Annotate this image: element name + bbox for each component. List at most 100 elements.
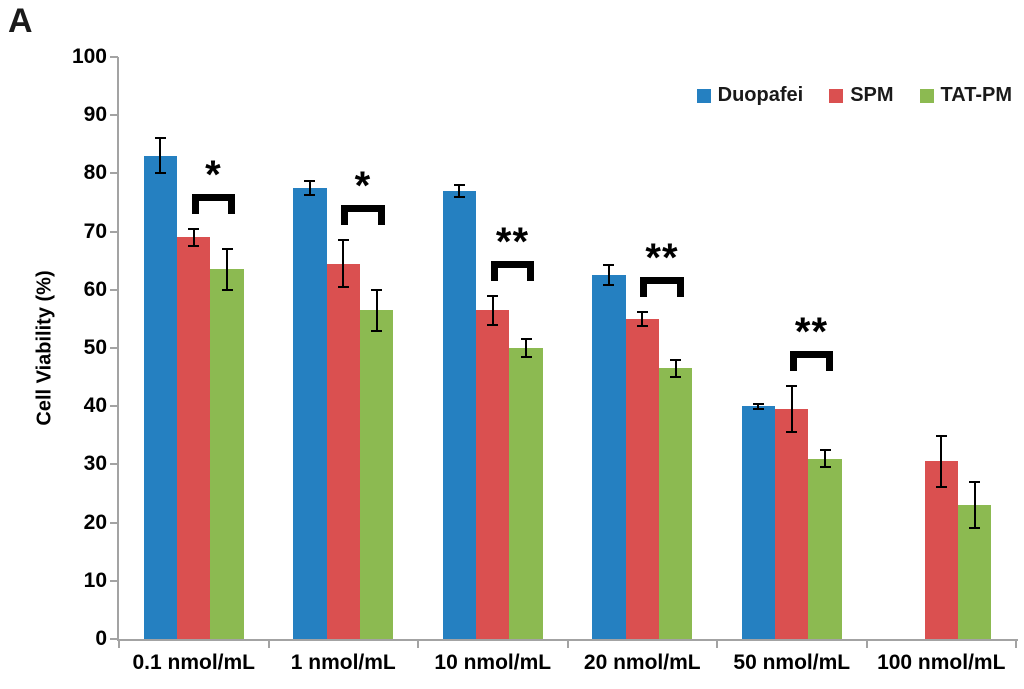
bar-tat-pm-group1 [210, 269, 244, 639]
error-bar [790, 385, 793, 433]
y-tick-label: 80 [83, 161, 107, 185]
significance-label: ** [645, 235, 679, 280]
error-bar-cap-bottom [819, 465, 831, 468]
error-bar-cap-top [935, 435, 947, 438]
x-category-label: 10 nmol/mL [434, 651, 552, 674]
error-bar [940, 436, 943, 487]
legend-item-tat-pm: TAT-PM [919, 84, 1012, 107]
x-category-label: 0.1 nmol/mL [132, 651, 256, 674]
x-category-label: 100 nmol/mL [877, 651, 1006, 674]
error-bar-cap-bottom [935, 485, 947, 488]
bar-spm-group5 [775, 409, 809, 639]
y-tick-mark [110, 521, 118, 524]
y-tick-label: 10 [83, 568, 107, 592]
significance-bracket [341, 205, 385, 226]
error-bar-cap-top [969, 480, 981, 483]
x-tick-mark [417, 641, 419, 648]
y-tick-label: 20 [83, 510, 107, 534]
error-bar-cap-bottom [487, 323, 499, 326]
error-bar-cap-top [670, 358, 682, 361]
bar-spm-group2 [326, 263, 360, 639]
error-bar [641, 311, 644, 326]
error-bar-cap-bottom [670, 376, 682, 379]
error-bar [491, 295, 494, 325]
error-bar-cap-top [603, 264, 615, 267]
error-bar [973, 481, 976, 529]
x-category-label: 20 nmol/mL [583, 651, 701, 674]
bar-duopafei-group5 [741, 406, 776, 639]
error-bar-cap-top [453, 184, 465, 187]
error-bar-cap-bottom [786, 431, 798, 434]
significance-bracket [640, 276, 684, 297]
y-tick-mark [110, 56, 118, 58]
legend-swatch-icon [696, 88, 711, 103]
bar-spm-group4 [625, 318, 659, 639]
x-tick-mark [118, 641, 120, 648]
x-category-label: 50 nmol/mL [733, 651, 851, 674]
error-bar-cap-bottom [453, 195, 465, 198]
error-bar-cap-bottom [371, 329, 383, 332]
bar-duopafei-group2 [293, 187, 327, 639]
error-bar-cap-top [154, 137, 166, 140]
x-tick-mark [267, 641, 270, 648]
x-tick-mark [1015, 641, 1017, 648]
error-bar [458, 185, 461, 197]
y-tick-mark [110, 638, 118, 640]
legend-item-spm: SPM [829, 84, 894, 107]
error-bar [192, 228, 195, 247]
error-bar-cap-top [520, 338, 532, 341]
error-bar-cap-bottom [520, 355, 532, 358]
error-bar [674, 359, 677, 378]
y-tick-label: 100 [71, 45, 107, 68]
error-bar-cap-top [636, 310, 648, 313]
legend-label: Duopafei [717, 84, 804, 106]
error-bar-cap-bottom [603, 284, 615, 287]
y-tick-mark [110, 579, 118, 582]
x-tick-mark [566, 641, 569, 648]
legend-swatch-icon [829, 88, 844, 103]
y-tick-label: 40 [83, 394, 107, 418]
error-bar [607, 265, 610, 286]
legend-item-duopafei: Duopafei [696, 84, 804, 107]
error-bar [159, 138, 162, 174]
error-bar-cap-top [337, 239, 349, 242]
error-bar-cap-top [752, 402, 764, 405]
y-tick-mark [110, 347, 118, 349]
error-bar-cap-bottom [188, 245, 200, 248]
significance-label: ** [794, 309, 829, 354]
error-bar [824, 450, 827, 467]
error-bar-cap-bottom [304, 193, 316, 196]
error-bar [375, 289, 378, 331]
y-tick-mark [110, 114, 118, 117]
bar-tat-pm-group2 [359, 310, 394, 639]
error-bar-cap-bottom [969, 527, 981, 530]
x-tick-mark [865, 641, 868, 648]
bar-spm-group6 [924, 461, 958, 639]
significance-label: * [205, 152, 222, 197]
bar-duopafei-group4 [592, 275, 626, 639]
error-bar-cap-top [371, 288, 383, 291]
y-tick-mark [110, 172, 118, 175]
error-bar-cap-top [188, 227, 200, 230]
x-axis-line [117, 639, 1018, 641]
bar-spm-group1 [177, 237, 211, 639]
legend-label: TAT-PM [940, 84, 1012, 106]
error-bar-cap-top [819, 449, 831, 452]
y-tick-label: 60 [83, 277, 107, 301]
y-tick-mark [110, 463, 118, 466]
y-tick-mark [110, 405, 118, 408]
y-tick-mark [110, 230, 118, 233]
legend-label: SPM [850, 84, 894, 106]
error-bar-cap-top [221, 248, 233, 251]
error-bar [757, 403, 760, 409]
x-tick-mark [716, 641, 718, 648]
y-tick-label: 0 [95, 627, 107, 650]
bar-duopafei-group3 [442, 190, 477, 639]
bar-duopafei-group1 [143, 155, 178, 639]
significance-bracket [191, 193, 236, 214]
error-bar [308, 180, 311, 195]
error-bar-cap-top [304, 179, 316, 182]
y-tick-label: 70 [83, 219, 107, 243]
significance-label: * [354, 164, 372, 209]
